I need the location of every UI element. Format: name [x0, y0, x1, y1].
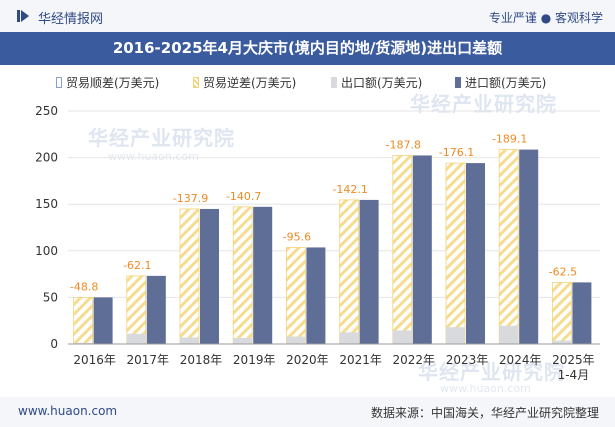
x-tick-label: 2022年 — [393, 353, 436, 367]
export-bar — [446, 327, 465, 344]
watermark-text-2: 华经产业研究院 — [410, 92, 557, 116]
deficit-bar — [339, 199, 360, 345]
tagline: 专业严谨 ● 客观科学 — [488, 11, 603, 25]
title-bar: 2016-2025年4月大庆市(境内目的地/货源地)进出口差额 — [0, 32, 615, 65]
y-tick-label: 0 — [50, 337, 58, 351]
deficit-data-label: -137.9 — [173, 192, 208, 205]
logo-icon — [17, 10, 29, 22]
watermark-url-2: www.huaon.com — [440, 382, 531, 395]
x-tick-label: 2025年 — [552, 353, 595, 367]
export-bar — [233, 337, 253, 344]
import-bar — [200, 208, 219, 344]
x-tick-label: 2021年 — [339, 353, 382, 367]
deficit-data-label: -95.6 — [283, 230, 311, 243]
chart-legend: 贸易顺差(万美元) 贸易逆差(万美元) 出口额(万美元) 进口额(万美元) — [0, 72, 615, 92]
legend-item-deficit: 贸易逆差(万美元) — [193, 72, 296, 92]
x-tick-label: 2016年 — [73, 353, 116, 367]
y-tick-label: 100 — [35, 244, 58, 258]
x-tick-label: 2020年 — [286, 353, 329, 367]
legend-item-import: 进口额(万美元) — [455, 72, 546, 92]
footer-bar: www.huaon.com 数据来源：中国海关，华经产业研究院整理 — [0, 397, 615, 427]
deficit-swatch-icon — [193, 76, 199, 88]
deficit-data-label: -142.1 — [332, 183, 367, 196]
import-bar — [572, 282, 592, 344]
deficit-data-label: -62.5 — [549, 265, 577, 278]
brand-name: 华经情报网 — [38, 12, 104, 27]
legend-label-deficit: 贸易逆差(万美元) — [203, 75, 297, 90]
legend-label-surplus: 贸易顺差(万美元) — [66, 75, 160, 90]
x-tick-label: 2019年 — [233, 353, 276, 367]
import-swatch-icon — [455, 76, 461, 88]
legend-label-export: 出口额(万美元) — [341, 75, 423, 90]
deficit-bar — [552, 281, 572, 345]
legend-item-surplus: 贸易顺差(万美元) — [56, 72, 159, 92]
deficit-bar — [73, 296, 93, 345]
export-bar — [73, 342, 93, 344]
export-swatch-icon — [331, 76, 337, 88]
x-tick-label: 2018年 — [180, 353, 223, 367]
chart-title: 2016-2025年4月大庆市(境内目的地/货源地)进出口差额 — [112, 39, 503, 57]
y-tick-label: 150 — [35, 197, 58, 211]
x-tick-label: 2024年 — [499, 353, 542, 367]
y-tick-label: 250 — [35, 104, 58, 118]
import-bar — [519, 149, 539, 344]
deficit-data-label: -62.1 — [123, 259, 151, 272]
deficit-data-label: -187.8 — [386, 138, 421, 151]
deficit-data-label: -140.7 — [226, 190, 261, 203]
surplus-swatch-icon — [56, 76, 62, 88]
footer-site: www.huaon.com — [18, 404, 118, 418]
export-bar — [552, 340, 572, 344]
import-bar — [146, 275, 166, 344]
deficit-bar — [285, 247, 306, 345]
import-bar — [412, 155, 432, 344]
export-bar — [392, 330, 412, 344]
import-bar — [306, 247, 326, 344]
y-tick-label: 200 — [35, 151, 58, 165]
import-bar — [466, 163, 485, 344]
import-bar — [93, 297, 113, 344]
watermark-url: www.huaon.com — [108, 150, 199, 163]
deficit-data-label: -189.1 — [492, 133, 527, 146]
x-tick-label: 2017年 — [127, 353, 170, 367]
deficit-bar — [179, 208, 200, 345]
export-bar — [339, 332, 359, 344]
deficit-data-label: -48.8 — [70, 280, 98, 293]
x-tick-label: 2023年 — [446, 353, 489, 367]
watermark-text: 华经产业研究院 — [88, 126, 235, 150]
export-bar — [286, 336, 306, 344]
top-bar: 华经情报网 专业严谨 ● 客观科学 — [0, 0, 615, 32]
deficit-bar — [392, 155, 413, 345]
export-bar — [180, 337, 199, 344]
legend-item-export: 出口额(万美元) — [331, 72, 422, 92]
export-bar — [126, 333, 146, 344]
deficit-bar — [445, 162, 466, 345]
deficit-data-label: -176.1 — [439, 146, 474, 159]
data-source: 数据来源：中国海关，华经产业研究院整理 — [370, 406, 599, 420]
deficit-bar — [498, 149, 519, 345]
import-bar — [359, 199, 379, 344]
y-tick-label: 50 — [43, 290, 58, 304]
export-bar — [499, 325, 519, 344]
watermark-text-3: 华经产业研究院 — [418, 360, 565, 384]
legend-label-import: 进口额(万美元) — [465, 75, 547, 90]
import-bar — [253, 206, 273, 344]
x-tick-label: 1-4月 — [558, 368, 590, 382]
deficit-bar — [232, 206, 253, 345]
